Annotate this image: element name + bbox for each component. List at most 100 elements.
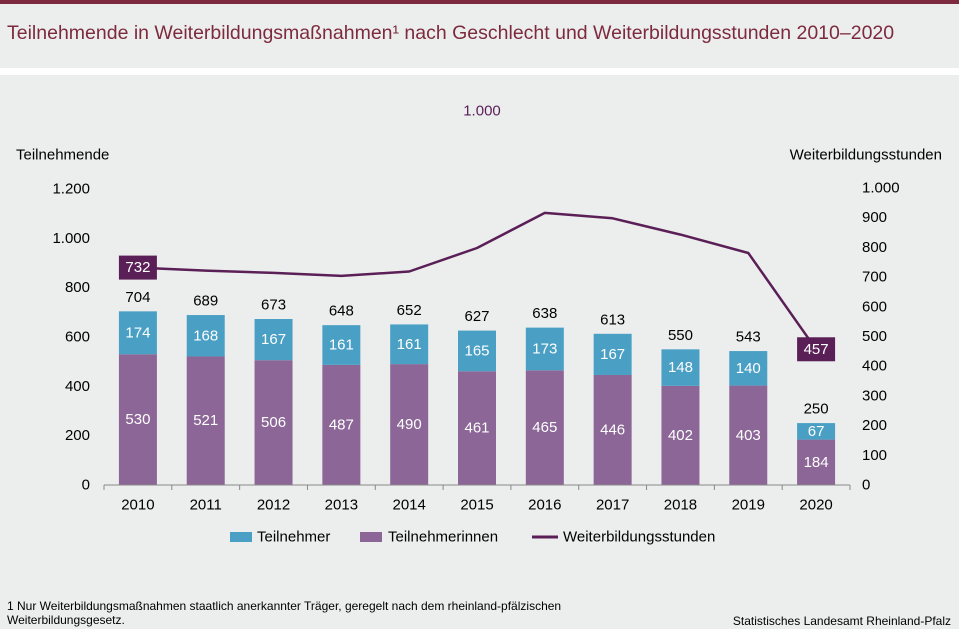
data-label-teilnehmerinnen: 506 <box>261 414 286 431</box>
data-label-teilnehmerinnen: 530 <box>125 411 150 428</box>
footnote: 1 Nur Weiterbildungsmaßnahmen staatlich … <box>7 599 562 627</box>
bar-teilnehmer <box>254 318 293 361</box>
data-label-teilnehmerinnen: 461 <box>464 420 489 437</box>
data-label-teilnehmerinnen: 521 <box>193 412 218 429</box>
bar-teilnehmer <box>322 325 361 365</box>
y-tick-right-label: 400 <box>862 358 887 375</box>
y-axis-right-title: Weiterbildungsstunden <box>790 147 942 164</box>
data-label-total: 638 <box>532 305 557 322</box>
data-label-teilnehmerinnen: 487 <box>329 416 354 433</box>
title-separator <box>0 68 959 75</box>
x-tick-label: 2011 <box>190 497 222 514</box>
bar-teilnehmer <box>186 315 225 357</box>
data-label-teilnehmer: 173 <box>532 340 557 357</box>
bar-teilnehmer <box>525 327 564 371</box>
y-tick-right-label: 600 <box>862 298 887 315</box>
data-label-total: 250 <box>804 401 829 418</box>
data-label-teilnehmerinnen: 446 <box>600 421 625 438</box>
bar-teilnehmer <box>118 311 157 355</box>
unit-label: 1.000 <box>463 103 501 120</box>
x-tick-label: 2017 <box>596 497 629 514</box>
data-label-teilnehmer: 161 <box>329 337 354 354</box>
y-tick-left-label: 200 <box>65 427 90 444</box>
bar-teilnehmerinnen <box>322 364 361 485</box>
x-tick-label: 2013 <box>325 497 358 514</box>
x-tick-label: 2019 <box>732 497 765 514</box>
data-label-total: 550 <box>668 327 693 344</box>
source-credit: Statistisches Landesamt Rheinland-Pfalz <box>732 614 951 628</box>
y-tick-right-label: 1.000 <box>862 180 900 197</box>
bar-teilnehmerinnen <box>661 385 700 485</box>
bar-teilnehmer <box>661 349 700 386</box>
bar-teilnehmerinnen <box>458 371 496 485</box>
data-label-teilnehmer: 161 <box>397 336 422 353</box>
y-tick-right-label: 200 <box>862 417 887 434</box>
legend-label-weiterbildungsstunden: Weiterbildungsstunden <box>563 529 715 546</box>
x-tick-label: 2010 <box>121 497 154 514</box>
data-label-total: 689 <box>193 293 218 310</box>
y-tick-right-label: 0 <box>862 477 870 494</box>
data-label-teilnehmer: 148 <box>668 359 693 376</box>
y-tick-left-label: 0 <box>82 477 90 494</box>
bar-teilnehmer <box>729 351 768 386</box>
y-tick-left-label: 1.200 <box>52 181 90 198</box>
bar-teilnehmerinnen <box>254 360 293 485</box>
data-label-teilnehmerinnen: 490 <box>397 416 422 433</box>
data-label-teilnehmerinnen: 402 <box>668 427 693 444</box>
bar-teilnehmer <box>593 333 632 375</box>
x-tick-label: 2018 <box>664 497 697 514</box>
data-label-total: 627 <box>464 308 489 325</box>
data-label-teilnehmerinnen: 403 <box>736 427 761 444</box>
data-label-total: 673 <box>261 296 286 313</box>
data-label-teilnehmer: 167 <box>600 346 625 363</box>
legend-label-teilnehmer: Teilnehmer <box>257 529 330 546</box>
data-label-teilnehmer: 167 <box>261 331 286 348</box>
y-tick-right-label: 700 <box>862 269 887 286</box>
bar-teilnehmerinnen <box>186 356 225 485</box>
x-tick-label: 2015 <box>460 497 493 514</box>
bar-teilnehmerinnen <box>525 370 564 485</box>
line-label-box <box>797 337 836 362</box>
legend-swatch-teilnehmer <box>230 532 252 542</box>
bar-teilnehmerinnen <box>390 364 429 485</box>
bar-teilnehmerinnen <box>118 354 157 485</box>
data-label-teilnehmer: 165 <box>464 342 489 359</box>
data-label-teilnehmer: 174 <box>125 324 150 341</box>
top-rule <box>0 0 959 4</box>
chart-title: Teilnehmende in Weiterbildungsmaßnahmen¹… <box>7 22 895 44</box>
y-tick-left-label: 600 <box>65 329 90 346</box>
y-tick-left-label: 800 <box>65 279 90 296</box>
bar-teilnehmer <box>458 330 496 372</box>
bar-teilnehmer <box>390 324 429 365</box>
line-label: 457 <box>804 341 829 358</box>
y-tick-left-label: 400 <box>65 378 90 395</box>
y-tick-left-label: 1.000 <box>52 230 90 247</box>
chart: 1.000 Teilnehmende Weiterbildungsstunden 0 2… <box>16 103 942 546</box>
line-weiterbildungsstunden <box>137 211 818 351</box>
x-tick-label: 2014 <box>392 497 425 514</box>
y-tick-right-label: 100 <box>862 447 887 464</box>
bar-teilnehmer <box>797 423 836 440</box>
bar-teilnehmerinnen <box>593 374 632 485</box>
x-tick-label: 2016 <box>528 497 561 514</box>
data-label-teilnehmerinnen: 465 <box>532 419 557 436</box>
y-tick-right-label: 500 <box>862 328 887 345</box>
x-tick-label: 2012 <box>257 497 290 514</box>
data-label-teilnehmer: 168 <box>193 327 218 344</box>
line-label-box <box>118 255 157 280</box>
line-label: 732 <box>125 259 150 276</box>
data-label-total: 704 <box>125 289 150 306</box>
data-label-total: 543 <box>736 329 761 346</box>
data-label-total: 613 <box>600 311 625 328</box>
x-tick-label: 2020 <box>799 497 832 514</box>
data-label-total: 648 <box>329 303 354 320</box>
data-label-total: 652 <box>397 302 422 319</box>
data-label-teilnehmerinnen: 184 <box>804 454 829 471</box>
legend-label-teilnehmerinnen: Teilnehmerinnen <box>388 529 498 546</box>
data-label-teilnehmer: 140 <box>736 360 761 377</box>
bar-teilnehmerinnen <box>797 439 836 485</box>
legend-swatch-teilnehmerinnen <box>360 532 382 542</box>
data-label-teilnehmer: 67 <box>808 423 825 440</box>
y-tick-right-label: 300 <box>862 387 887 404</box>
y-tick-right-label: 800 <box>862 239 887 256</box>
